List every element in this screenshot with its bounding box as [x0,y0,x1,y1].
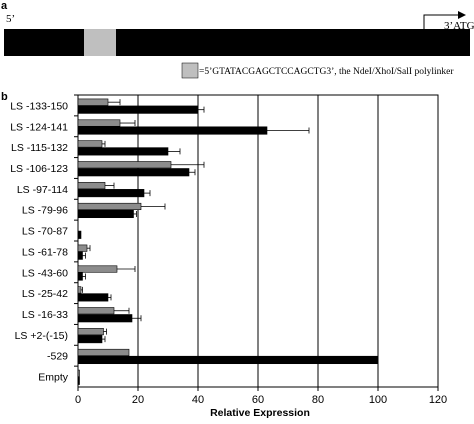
bar-series-1 [77,244,88,252]
x-tick-label: 80 [312,394,324,406]
category-label: LS -124-141 [10,121,68,133]
bar-series-2 [77,251,83,260]
panel-b-label: b [1,91,8,103]
category-label: LS -16-33 [22,309,68,321]
bar-series-1 [77,265,118,273]
bar-series-1 [77,328,104,336]
bar-series-1 [77,286,82,294]
category-label: LS -43-60 [22,267,68,279]
bar-series-1 [77,369,80,377]
bar-series-1 [77,348,130,357]
bar-series-2 [77,230,82,239]
bar-series-1 [77,161,172,169]
bar-series-1 [77,140,103,148]
polylinker-legend-swatch [181,62,199,79]
x-tick-label: 20 [132,394,144,406]
category-label: LS -61-78 [22,246,68,258]
bar-chart: 0 20 40 60 80 100 120 Relative Expression LS -13… [10,94,447,419]
bar-series-2 [77,355,379,365]
bar-series-2 [77,293,109,302]
bar-series-2 [77,147,169,156]
category-label: LS -133-150 [10,100,68,112]
bar-series-2 [77,209,134,219]
bar-series-2 [77,272,83,281]
category-label: LS -79-96 [22,205,68,217]
category-label: LS -70-87 [22,226,68,238]
polylinker-legend-text: =5’GTATACGAGCTCCAGCTG3’, the NdeI/XhoI/S… [199,67,454,77]
category-label: LS -106-123 [10,163,68,175]
bar-series-2 [77,126,268,135]
category-label: LS -115-132 [11,142,68,154]
bar-series-1 [77,98,109,106]
polylinker-segment [84,29,116,56]
category-label: -529 [47,351,68,363]
x-tick-label: 60 [252,394,264,406]
transcription-start-arrow [423,11,466,29]
x-tick-label: 0 [75,394,81,406]
bar-series-1 [77,119,121,127]
category-label: LS -97-114 [17,184,68,196]
bar-series-1 [77,182,106,190]
bar-series-2 [77,189,145,198]
x-tick-label: 40 [192,394,204,406]
bar-series-2 [77,105,199,114]
x-tick-label: 100 [369,394,387,406]
bar-series-2 [77,314,133,323]
bar-series-2 [77,168,190,177]
category-label: LS -25-42 [22,288,68,300]
five-prime-label: 5’ [6,13,15,25]
x-tick-label: 120 [429,394,447,406]
panel-a-label: a [1,0,8,12]
bar-series-2 [77,376,80,385]
category-label: Empty [38,372,69,384]
bar-series-1 [77,307,115,315]
bar-series-1 [77,202,142,211]
promoter-bar [4,29,470,56]
category-label: LS +2-(-15) [15,330,68,342]
bar-series-2 [77,335,103,344]
x-axis-label: Relative Expression [210,407,310,419]
